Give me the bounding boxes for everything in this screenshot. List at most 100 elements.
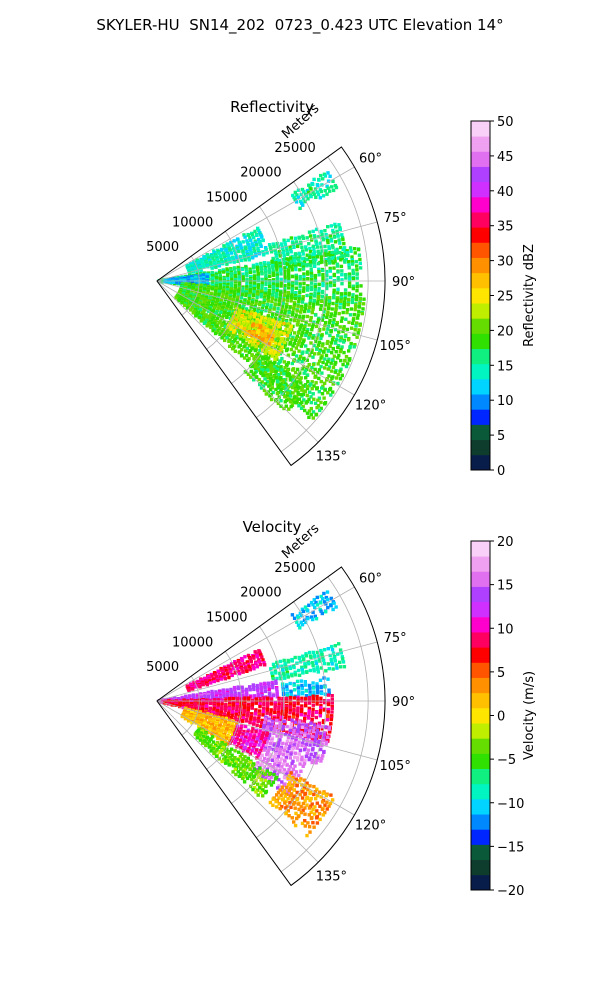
echo-region [291, 171, 339, 210]
echo-region [185, 649, 267, 692]
azimuth-spoke [156, 280, 378, 341]
azimuth-spoke [156, 641, 378, 702]
azimuth-tick-label: 105° [380, 339, 411, 354]
colorbar-bin [471, 632, 490, 648]
range-tick-label: 15000 [206, 191, 247, 206]
velocity-panel: Velocity500010000150002000025000Meters60… [146, 518, 537, 899]
colorbar-bin [471, 212, 490, 228]
azimuth-spoke [156, 280, 319, 443]
echo-region [193, 727, 279, 798]
colorbar-bin [471, 738, 490, 754]
azimuth-tick-label: 90° [392, 695, 415, 710]
colorbar: 0 5 10 15 20 25 30 35 40 45 50 Reflectivity dBZ [470, 115, 537, 479]
range-ring [280, 156, 369, 453]
colorbar-tick-label: 0 [497, 710, 505, 725]
colorbar-tick-label: 25 [497, 290, 514, 305]
range-ring [181, 255, 200, 316]
colorbar-tick-label: 5 [497, 666, 505, 681]
colorbar-bin [471, 257, 490, 274]
colorbar-bin [471, 151, 490, 167]
range-tick-label: 10000 [172, 635, 213, 650]
colorbar-bin [471, 874, 490, 891]
echo-region [280, 676, 331, 698]
colorbar-tick-label: 50 [497, 115, 514, 130]
azimuth-spoke [156, 700, 355, 816]
colorbar-bin [471, 166, 490, 183]
colorbar-bin [471, 768, 490, 785]
azimuth-tick-label: 75° [384, 211, 407, 226]
colorbar-bin [471, 616, 490, 633]
panel-title: Reflectivity [230, 98, 314, 116]
range-ring [181, 675, 200, 736]
colorbar-tick-label: 20 [497, 535, 514, 550]
azimuth-tick-label: 75° [384, 631, 407, 646]
azimuth-spoke [156, 700, 319, 863]
azimuth-tick-label: 120° [355, 818, 386, 833]
colorbar-bin [471, 287, 490, 304]
range-tick-label: 20000 [240, 166, 281, 181]
colorbar-bin [471, 454, 490, 471]
colorbar-bin [471, 363, 490, 380]
colorbar-bin [471, 394, 490, 410]
azimuth-spoke [156, 280, 355, 396]
azimuth-tick-label: 60° [359, 152, 382, 167]
echo-region [247, 322, 275, 346]
azimuth-spoke [156, 221, 378, 282]
azimuth-tick-label: 105° [380, 759, 411, 774]
colorbar-bin [471, 378, 490, 395]
colorbar-bin [471, 753, 490, 769]
colorbar-tick-label: 10 [497, 394, 514, 409]
colorbar-tick-label: −15 [497, 840, 524, 855]
colorbar-bin [471, 303, 490, 319]
echo-region [258, 715, 332, 765]
colorbar-bin [471, 541, 490, 557]
colorbar-bin [471, 424, 490, 441]
colorbar-bin [471, 723, 490, 739]
colorbar-label: Reflectivity dBZ [522, 244, 537, 347]
azimuth-tick-label: 120° [355, 398, 386, 413]
colorbar-tick-label: −10 [497, 797, 524, 812]
range-tick-label: 5000 [146, 660, 179, 675]
colorbar-tick-label: 35 [497, 220, 514, 235]
colorbar-bin [471, 662, 490, 678]
colorbar-bin [471, 242, 490, 258]
range-tick-label: 25000 [274, 141, 315, 156]
colorbar: −20 −15 −10 −5 0 5 10 15 20 Velocity (m/s) [470, 535, 537, 899]
colorbar-tick-label: −20 [497, 884, 524, 899]
colorbar-bin [471, 829, 490, 845]
colorbar-bin [471, 814, 490, 830]
azimuth-tick-label: 135° [316, 869, 347, 884]
echo-region [185, 226, 269, 275]
colorbar-bin [471, 181, 490, 198]
colorbar-tick-label: 45 [497, 150, 514, 165]
echo-region [267, 222, 348, 270]
colorbar-bin [471, 272, 490, 289]
colorbar-bin [471, 333, 490, 349]
colorbar-bin [471, 556, 490, 572]
range-tick-label: 20000 [240, 586, 281, 601]
colorbar-tick-label: 20 [497, 324, 514, 339]
colorbar-bin [471, 409, 490, 425]
colorbar-bin [471, 571, 490, 587]
polar-grid [156, 156, 385, 453]
colorbar-bin [471, 121, 490, 137]
range-ring [280, 576, 369, 873]
colorbar-tick-label: 5 [497, 429, 505, 444]
range-tick-label: 15000 [206, 611, 247, 626]
azimuth-spoke [156, 166, 355, 282]
range-tick-label: 10000 [172, 215, 213, 230]
colorbar-bin [471, 439, 490, 456]
colorbar-bin [471, 844, 490, 861]
colorbar-bin [471, 348, 490, 365]
azimuth-tick-label: 60° [359, 572, 382, 587]
azimuth-spoke [156, 586, 355, 702]
azimuth-tick-label: 90° [392, 275, 415, 290]
colorbar-tick-label: 10 [497, 622, 514, 637]
colorbar-tick-label: 15 [497, 579, 514, 594]
colorbar-bin [471, 136, 490, 152]
colorbar-bin [471, 783, 490, 800]
echo-field [157, 590, 347, 838]
range-ring [231, 626, 285, 804]
echo-region [290, 590, 338, 630]
